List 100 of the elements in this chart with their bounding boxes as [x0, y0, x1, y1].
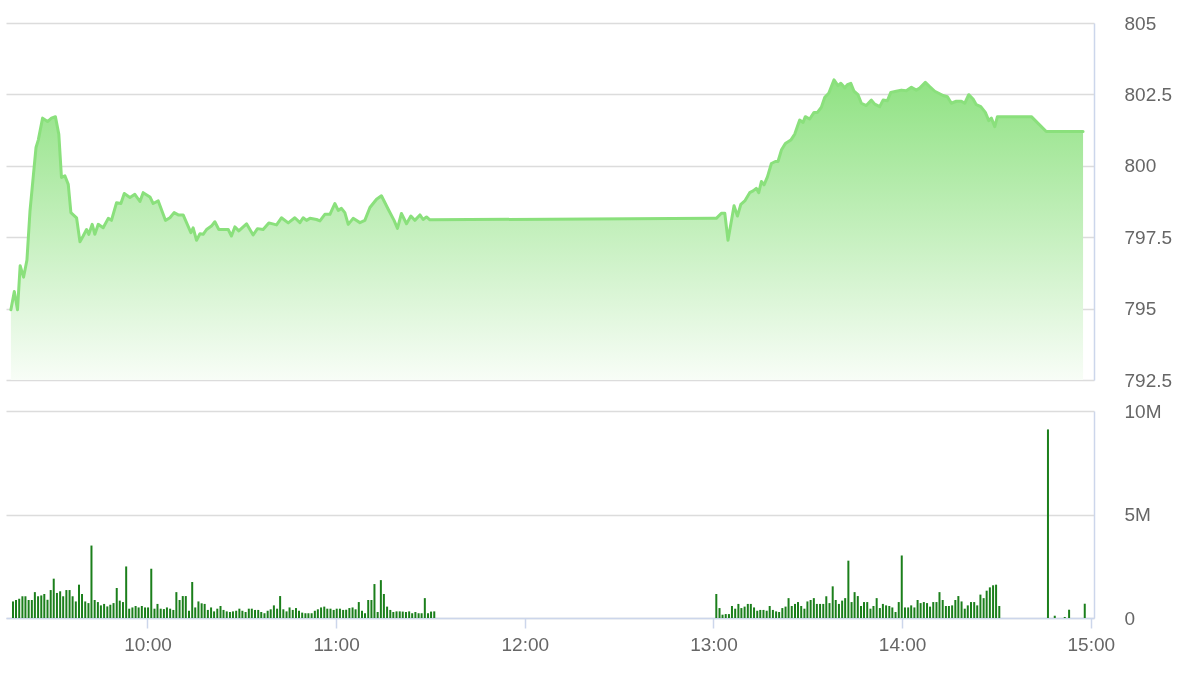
bar: [351, 607, 354, 618]
bar: [134, 605, 137, 618]
bar: [235, 610, 238, 618]
bar: [740, 608, 743, 618]
bar: [162, 609, 165, 618]
bar: [59, 591, 62, 618]
bar: [109, 604, 112, 618]
bar: [430, 611, 433, 618]
bar: [320, 607, 323, 618]
bar: [78, 584, 81, 618]
bar: [93, 599, 96, 618]
bar: [285, 611, 288, 618]
bar: [922, 602, 925, 618]
bar: [941, 599, 944, 618]
bar: [307, 613, 310, 618]
bar: [765, 610, 768, 618]
bar: [973, 602, 976, 618]
bar: [304, 613, 307, 618]
bar: [881, 603, 884, 618]
bar: [837, 603, 840, 618]
bar: [68, 590, 71, 618]
bar: [103, 603, 106, 618]
bar: [916, 599, 919, 618]
bar: [1046, 429, 1049, 618]
bar: [957, 596, 960, 618]
bar: [404, 612, 407, 618]
bar: [775, 611, 778, 618]
bar: [197, 601, 200, 618]
y-tick-label: 805: [1124, 12, 1157, 34]
y-tick-label: 795: [1124, 298, 1157, 320]
bar: [181, 596, 184, 618]
bar: [417, 613, 420, 618]
bar: [301, 612, 304, 618]
bar: [24, 596, 27, 618]
bar: [753, 607, 756, 618]
bar: [408, 611, 411, 618]
bar: [771, 609, 774, 618]
bar: [414, 612, 417, 618]
bar: [15, 599, 17, 618]
bar: [297, 610, 300, 618]
x-tick-label: 13:00: [690, 633, 738, 655]
bar: [106, 606, 109, 618]
bar: [219, 605, 222, 618]
bar: [90, 545, 93, 618]
bar: [715, 593, 718, 618]
bar: [819, 603, 822, 618]
bar: [247, 608, 250, 618]
bar: [1068, 609, 1071, 618]
bar: [159, 608, 162, 618]
bar: [165, 607, 168, 618]
bar: [342, 609, 345, 618]
bar: [856, 596, 859, 618]
bar: [27, 599, 30, 618]
x-tick-label: 11:00: [313, 633, 360, 655]
bar: [291, 609, 294, 618]
bar: [718, 608, 721, 618]
bar: [260, 612, 263, 618]
bar: [99, 605, 102, 618]
bar: [831, 586, 834, 618]
bar: [910, 605, 913, 618]
bar: [263, 613, 266, 618]
bar: [392, 612, 395, 618]
bar: [310, 613, 313, 618]
y-tick-label: 0: [1124, 607, 1136, 629]
bar: [11, 601, 14, 618]
bar: [759, 609, 762, 618]
bar: [853, 592, 856, 618]
bar: [938, 592, 941, 618]
bar: [929, 606, 932, 618]
bar: [326, 608, 329, 618]
bar: [913, 607, 916, 618]
bar: [960, 601, 963, 618]
bar: [228, 612, 231, 618]
bar: [969, 602, 972, 618]
bar: [269, 609, 272, 618]
bar: [335, 608, 338, 618]
bar: [398, 611, 401, 618]
y-tick-label: 800: [1124, 155, 1157, 177]
bar: [1083, 603, 1086, 618]
bar: [338, 608, 341, 618]
bar: [796, 602, 799, 618]
bar: [423, 598, 426, 618]
bar: [250, 608, 253, 618]
bar: [781, 608, 784, 618]
bar: [395, 611, 398, 618]
bar: [947, 605, 950, 618]
bar: [768, 605, 771, 618]
bar: [18, 598, 21, 618]
bar: [316, 609, 319, 618]
x-tick-label: 12:00: [501, 633, 550, 655]
bar: [841, 600, 844, 618]
bar: [21, 596, 24, 618]
bar: [222, 609, 225, 618]
bar: [244, 612, 247, 618]
bar: [389, 609, 392, 618]
bar: [231, 611, 234, 618]
bar: [954, 599, 957, 618]
bar: [885, 605, 888, 618]
bar: [746, 603, 749, 618]
bar: [863, 602, 866, 618]
